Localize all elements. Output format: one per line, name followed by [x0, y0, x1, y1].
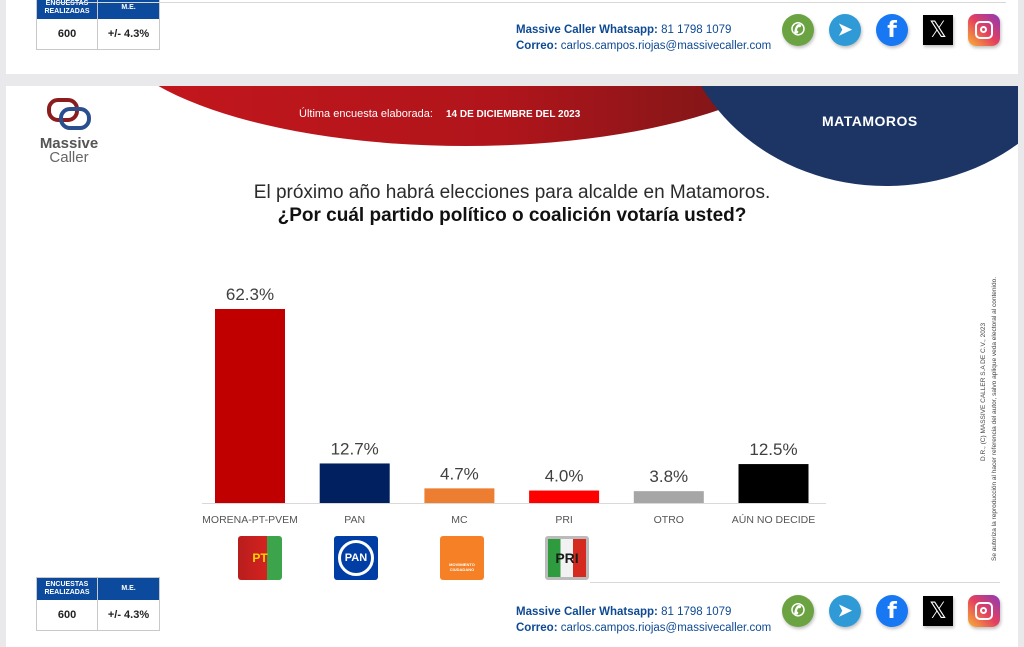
instagram-icon[interactable]: [968, 595, 1000, 627]
bar-morena-pt-pvem: [215, 309, 285, 503]
contact-info-bottom: Massive Caller Whatsapp: 81 1798 1079 Co…: [516, 604, 771, 636]
social-links-bottom: ✆ ➤ f 𝕏: [782, 595, 1000, 627]
category-label: MC: [451, 514, 468, 526]
data-label: 12.7%: [331, 439, 379, 458]
category-label: PAN: [344, 514, 365, 526]
bar-mc: [424, 488, 495, 503]
speech-bubbles-icon: [47, 98, 91, 130]
bar-pri: [529, 490, 600, 503]
previous-slide-footer: ENCUESTAS REALIZADAS M.E. 600 +/- 4.3% M…: [6, 0, 1018, 74]
instagram-icon[interactable]: [968, 14, 1000, 46]
telegram-icon[interactable]: ➤: [829, 595, 861, 627]
category-label: PRI: [555, 514, 573, 526]
email-label: Correo:: [516, 40, 558, 52]
email-value[interactable]: carlos.campos.riojas@massivecaller.com: [560, 40, 772, 52]
whatsapp-label: Massive Caller Whatsapp:: [516, 606, 658, 618]
whatsapp-value[interactable]: 81 1798 1079: [661, 606, 732, 618]
mc-logo-text: MOVIMIENTO CIUDADANO: [449, 562, 475, 572]
telegram-icon[interactable]: ➤: [829, 14, 861, 46]
pri-logo-text: PRI: [555, 550, 579, 566]
email-value[interactable]: carlos.campos.riojas@massivecaller.com: [560, 622, 772, 634]
mc-logo: MOVIMIENTO CIUDADANO: [440, 536, 484, 580]
bar-a-n-no-decide: [738, 464, 809, 503]
social-links: ✆ ➤ f 𝕏: [782, 14, 1000, 46]
x-icon[interactable]: 𝕏: [923, 15, 953, 45]
summary-box: ENCUESTAS REALIZADAS M.E. 600 +/- 4.3%: [36, 0, 160, 50]
pt-logo-text: PT: [252, 551, 268, 565]
data-label: 4.7%: [440, 464, 479, 483]
pan-logo-text: PAN: [338, 540, 374, 576]
me-header: M.E.: [121, 585, 136, 592]
bar-otro: [633, 491, 704, 503]
question-title: ¿Por cuál partido político o coalición v…: [277, 205, 747, 226]
last-survey-label: Última encuesta elaborada:: [299, 108, 433, 120]
data-label: 4.0%: [545, 467, 584, 486]
facebook-icon[interactable]: f: [876, 14, 908, 46]
pan-logo: PAN: [334, 536, 378, 580]
summary-box-bottom: ENCUESTAS REALIZADAS M.E. 600 +/- 4.3%: [36, 577, 160, 631]
logo-line-1: Massive: [39, 135, 99, 152]
logo-line-2: Caller: [49, 149, 89, 166]
me-header: M.E.: [121, 4, 136, 11]
me-value: +/- 4.3%: [107, 609, 150, 621]
last-survey: Última encuesta elaborada: 14 DE DICIEMB…: [299, 108, 580, 120]
whatsapp-icon[interactable]: ✆: [782, 14, 814, 46]
category-label: MORENA-PT-PVEM: [202, 514, 298, 526]
me-value: +/- 4.3%: [107, 28, 150, 40]
surveys-header: ENCUESTAS REALIZADAS: [37, 578, 99, 600]
footer-divider: [590, 582, 1000, 583]
divider: [56, 2, 1006, 3]
question-intro: El próximo año habrá elecciones para alc…: [253, 182, 771, 203]
surveys-value: 600: [37, 600, 99, 630]
whatsapp-icon[interactable]: ✆: [782, 595, 814, 627]
massive-caller-logo: Massive Caller: [34, 98, 104, 165]
whatsapp-label: Massive Caller Whatsapp:: [516, 24, 658, 36]
facebook-icon[interactable]: f: [876, 595, 908, 627]
contact-info: Massive Caller Whatsapp: 81 1798 1079 Co…: [516, 22, 771, 54]
survey-slide: Última encuesta elaborada: 14 DE DICIEMB…: [6, 86, 1018, 647]
morena-pt-pvem-logo: PT: [238, 536, 282, 580]
data-label: 3.8%: [649, 467, 688, 486]
email-label: Correo:: [516, 622, 558, 634]
data-label: 62.3%: [226, 285, 274, 304]
summary-header: ENCUESTAS REALIZADAS M.E.: [37, 0, 159, 19]
x-icon[interactable]: 𝕏: [923, 596, 953, 626]
summary-row: 600 +/- 4.3%: [37, 19, 159, 49]
bar-pan: [319, 463, 390, 503]
data-label: 12.5%: [749, 440, 797, 459]
pri-logo: PRI: [545, 536, 589, 580]
category-label: AÚN NO DECIDE: [732, 513, 815, 526]
city-name: MATAMOROS: [822, 113, 918, 129]
surveys-value: 600: [37, 19, 99, 49]
category-label: OTRO: [654, 514, 684, 526]
bar-chart: 62.3% MORENA-PT-PVEM 12.7% PAN 4.7% MC 4.0% PRI…: [202, 285, 826, 526]
whatsapp-value[interactable]: 81 1798 1079: [661, 24, 732, 36]
last-survey-date: 14 DE DICIEMBRE DEL 2023: [445, 109, 581, 120]
surveys-header: ENCUESTAS REALIZADAS: [37, 0, 99, 19]
summary-header: ENCUESTAS REALIZADAS M.E.: [37, 578, 159, 600]
summary-row: 600 +/- 4.3%: [37, 600, 159, 630]
